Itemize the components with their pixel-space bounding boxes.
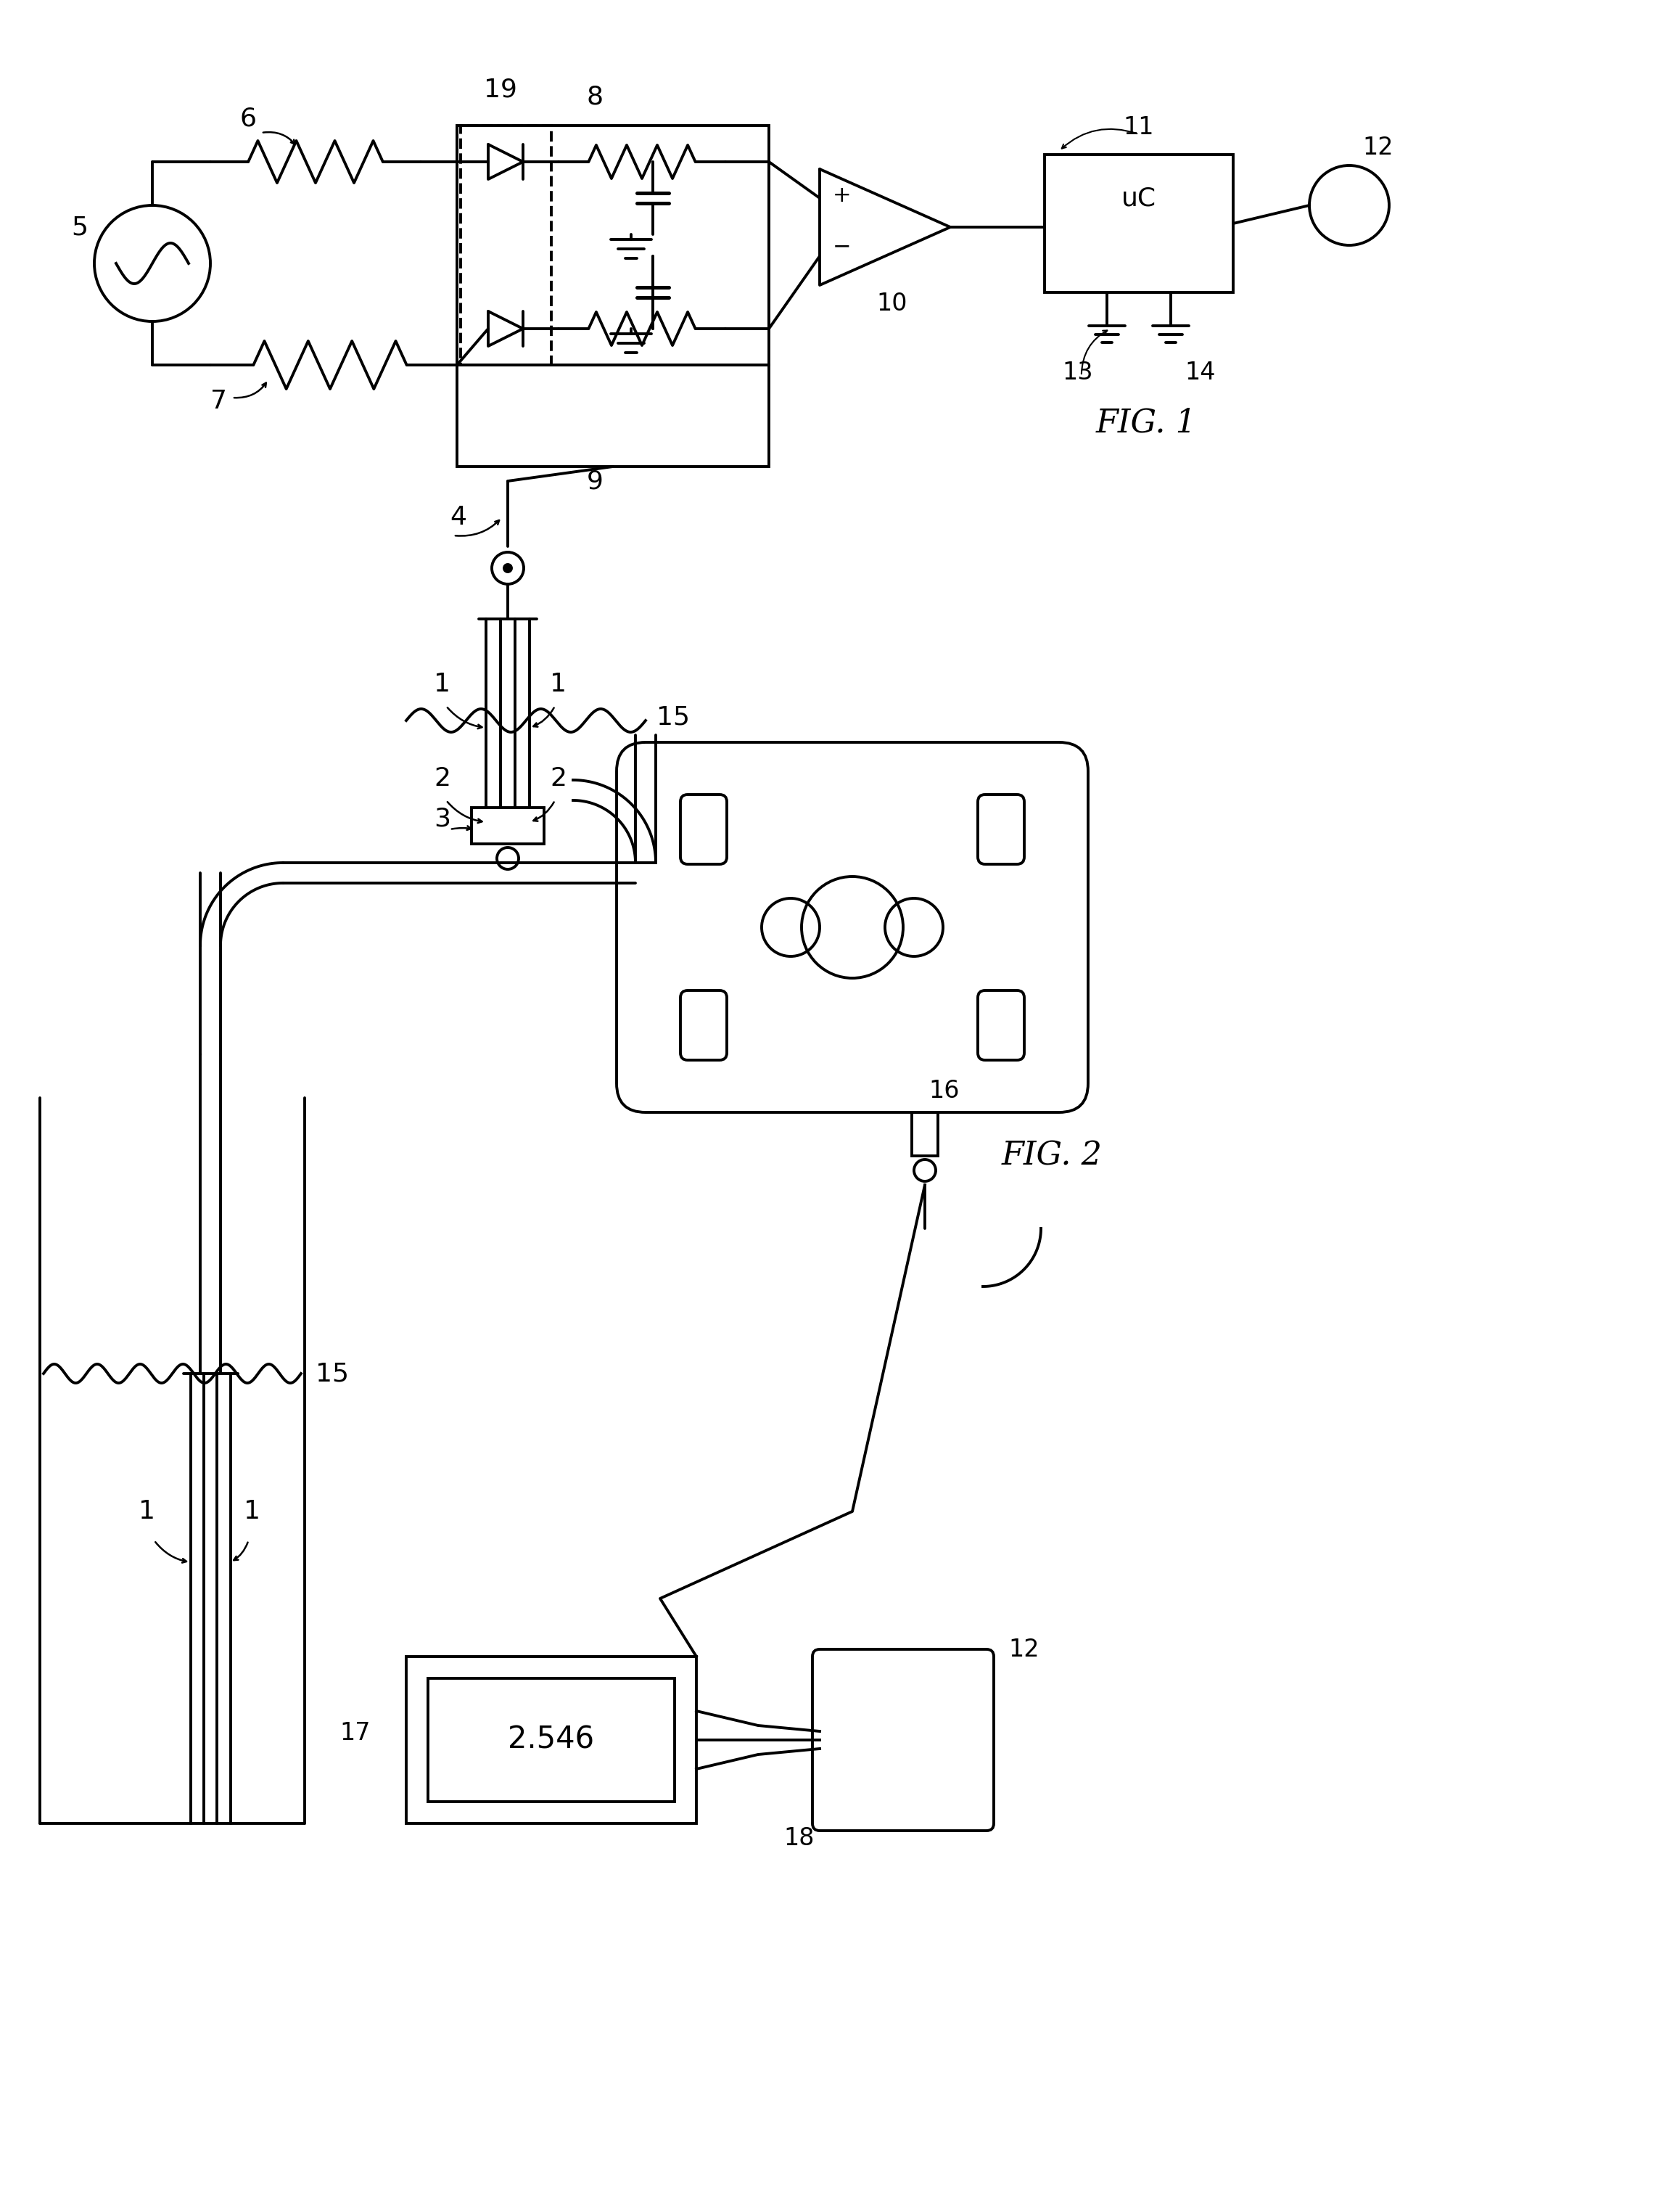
Text: FIG. 2: FIG. 2 (1001, 1139, 1102, 1172)
Text: 1: 1 (244, 1499, 260, 1524)
Text: 19: 19 (484, 77, 517, 102)
Bar (428, 1678, 675, 1802)
Text: 8: 8 (586, 84, 603, 108)
Bar (457, 126, 769, 364)
Bar (460, 126, 551, 364)
Text: 10: 10 (877, 291, 907, 316)
Text: 12: 12 (1362, 135, 1394, 159)
Text: 2: 2 (433, 766, 450, 790)
Bar (457, 364, 769, 466)
Text: 17: 17 (339, 1720, 371, 1744)
Text: 1: 1 (433, 671, 450, 696)
Text: 11: 11 (1124, 115, 1154, 139)
Text: uC: uC (1122, 185, 1156, 210)
Text: 7: 7 (210, 389, 227, 413)
Text: 12: 12 (1008, 1638, 1040, 1663)
Text: 5: 5 (72, 214, 87, 238)
Text: 9: 9 (586, 468, 603, 492)
Text: −: − (833, 236, 852, 256)
Text: 2.546: 2.546 (507, 1724, 595, 1755)
Circle shape (504, 565, 511, 572)
Text: +: + (833, 185, 852, 205)
Text: FIG. 1: FIG. 1 (1095, 406, 1196, 439)
Text: 1: 1 (551, 671, 566, 696)
Text: 15: 15 (316, 1360, 349, 1387)
Text: 1: 1 (138, 1499, 155, 1524)
Text: 4: 4 (450, 506, 467, 530)
Text: 14: 14 (1184, 360, 1215, 384)
Text: 6: 6 (239, 106, 255, 130)
Text: 2: 2 (551, 766, 566, 790)
Bar (912, 1113, 937, 1155)
Bar (1045, 155, 1233, 291)
Bar (407, 1656, 697, 1824)
Text: 18: 18 (783, 1826, 815, 1850)
Text: 3: 3 (433, 806, 450, 830)
Text: 15: 15 (657, 704, 690, 729)
Bar (472, 808, 544, 843)
Text: 16: 16 (929, 1080, 959, 1104)
Text: 13: 13 (1062, 360, 1094, 384)
